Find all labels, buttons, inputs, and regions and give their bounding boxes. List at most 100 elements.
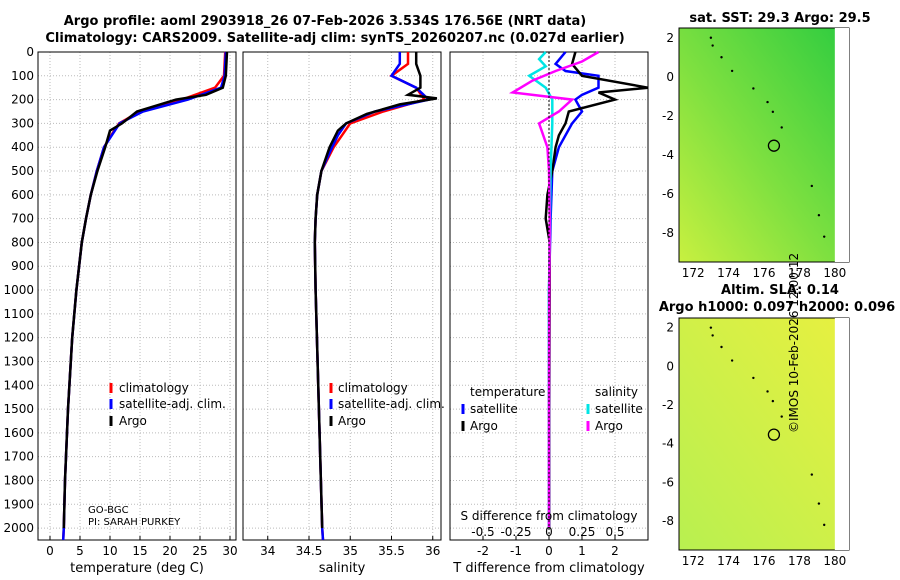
map-y-tick-label: -4 — [662, 148, 674, 162]
y-tick-label: 1400 — [3, 378, 34, 392]
island-dot — [771, 399, 775, 403]
legend-label: satellite-adj. clim. — [338, 397, 445, 411]
map-x-tick-label: 176 — [753, 266, 776, 280]
island-dot — [810, 473, 814, 476]
legend-label: Argo — [470, 419, 498, 433]
legend-label: Argo — [119, 414, 147, 428]
island-dot — [752, 376, 755, 380]
x-axis-label: salinity — [319, 561, 366, 576]
map-y-tick-label: -8 — [662, 226, 674, 240]
island-dot — [771, 110, 775, 114]
map-y-tick-label: -2 — [662, 109, 674, 123]
plot-frame — [37, 51, 237, 541]
map-x-tick-label: 176 — [753, 554, 776, 568]
x-tick-label: 25 — [192, 544, 207, 558]
y-tick-label: 700 — [11, 212, 34, 226]
x-axis-label: T difference from climatology — [452, 561, 645, 576]
sst-map-land-mask — [834, 28, 849, 262]
sst-map-title: sat. SST: 29.3 Argo: 29.5 — [689, 11, 871, 26]
map-y-tick-label: 0 — [666, 359, 674, 373]
legend-label: climatology — [119, 381, 189, 395]
s-tick-label: -0.25 — [500, 525, 531, 539]
y-tick-label: 500 — [11, 164, 34, 178]
legend-label: Argo — [338, 414, 366, 428]
map-x-tick-label: 180 — [823, 266, 846, 280]
y-tick-label: 300 — [11, 116, 34, 130]
map-panels: 172 174 176 178 180 2 0 -2 -4 -6 -8 172 174 176 178 180… — [662, 27, 850, 568]
island-dot — [730, 69, 734, 73]
y-tick-label: 1800 — [3, 473, 34, 487]
salinity-panel: 34 34.5 35 35.5 36 salinity climatology satelli… — [242, 51, 445, 576]
program-label: GO-BGC — [88, 505, 129, 516]
island-dot — [823, 523, 826, 527]
map-x-tick-label: 174 — [717, 554, 740, 568]
map-y-tick-label: -4 — [662, 437, 674, 451]
x-tick-label: 36 — [425, 544, 440, 558]
x-tick-label: 35.5 — [378, 544, 405, 558]
y-tick-label: 200 — [11, 93, 34, 107]
y-tick-label: 800 — [11, 235, 34, 249]
map-y-tick-label: 2 — [666, 31, 674, 45]
island-dot — [709, 326, 713, 329]
temperature-panel: 0 5 10 15 20 25 30 temperature (deg C) 0 100 200 30… — [3, 45, 237, 576]
map-y-tick-label: 2 — [666, 321, 674, 335]
s-tick-label: 0 — [545, 525, 553, 539]
x-tick-label: 2 — [611, 544, 619, 558]
x-tick-label: 5 — [76, 544, 84, 558]
map-y-tick-label: -2 — [662, 398, 674, 412]
argo-location-marker — [767, 139, 781, 152]
difference-panel: -2 -1 0 1 2 T difference from climatology S di… — [449, 50, 649, 576]
map-x-tick-label: 178 — [788, 554, 811, 568]
argo-location-marker — [767, 428, 781, 441]
island-dot — [711, 44, 714, 47]
title-line-1: Argo profile: aoml 2903918_26 07-Feb-202… — [63, 14, 587, 29]
series-line-argo — [313, 52, 438, 529]
y-tick-label: 600 — [11, 188, 34, 202]
y-tick-label: 100 — [11, 69, 34, 83]
x-tick-label: 20 — [162, 544, 177, 558]
island-dot — [720, 345, 723, 349]
plot-frame — [242, 51, 442, 541]
sla-map-land-mask — [834, 318, 849, 550]
island-dot — [752, 87, 755, 90]
x-tick-label: 1 — [578, 544, 586, 558]
island-dot — [709, 36, 713, 39]
x-tick-label: -1 — [510, 544, 522, 558]
island-dot — [817, 502, 821, 505]
map-y-tick-label: -8 — [662, 514, 674, 528]
series-line-climatology — [313, 52, 427, 541]
sla-map-field — [679, 318, 849, 550]
island-dot — [823, 235, 826, 238]
y-tick-label: 2000 — [3, 521, 34, 535]
legend-label: satellite — [470, 402, 518, 416]
y-tick-label: 1500 — [3, 402, 34, 416]
x-tick-label: 34 — [260, 544, 275, 558]
x-tick-label: 34.5 — [296, 544, 323, 558]
series-line-satellite-adj-clim- — [313, 52, 432, 541]
map-y-tick-label: 0 — [666, 70, 674, 84]
title-line-2: Climatology: CARS2009. Satellite-adj cli… — [45, 31, 625, 46]
series-line-satellite-adj-clim- — [61, 51, 228, 541]
y-tick-label: 1900 — [3, 497, 34, 511]
y-tick-label: 0 — [26, 45, 34, 59]
sst-map-field — [679, 28, 849, 262]
y-tick-label: 1700 — [3, 450, 34, 464]
island-dot — [810, 184, 814, 188]
island-dot — [817, 214, 821, 217]
sla-map-title-2: Argo h1000: 0.097 h2000: 0.096 — [658, 300, 896, 315]
sla-map-title-1: Altim. SLA: 0.14 — [721, 283, 839, 298]
y-tick-label: 900 — [11, 259, 34, 273]
y-tick-label: 1600 — [3, 426, 34, 440]
island-dot — [711, 334, 714, 337]
x-tick-label: 30 — [222, 544, 237, 558]
copyright-label: ©IMOS 10-Feb-2026 12:00:12 — [787, 252, 801, 433]
y-tick-label: 1300 — [3, 354, 34, 368]
s-axis-label: S difference from climatology — [461, 509, 638, 523]
x-axis-label: temperature (deg C) — [70, 561, 204, 576]
map-y-tick-label: -6 — [662, 187, 674, 201]
x-tick-label: 0 — [46, 544, 54, 558]
y-tick-label: 1200 — [3, 331, 34, 345]
x-tick-label: -2 — [477, 544, 489, 558]
x-tick-label: 10 — [102, 544, 117, 558]
